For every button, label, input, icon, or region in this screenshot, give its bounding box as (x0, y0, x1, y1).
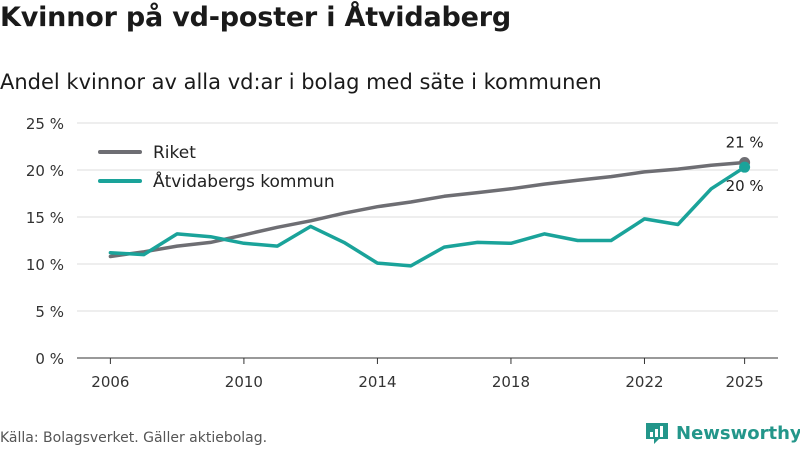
y-tick-label: 20 % (26, 162, 64, 180)
series-lines (108, 156, 751, 268)
series-end-point (739, 161, 751, 173)
y-tick-label: 15 % (26, 209, 64, 227)
legend: Riket Åtvidabergs kommun (98, 143, 335, 192)
chart-subtitle: Andel kvinnor av alla vd:ar i bolag med … (0, 70, 602, 94)
chart-title: Kvinnor på vd-poster i Åtvidaberg (0, 2, 511, 33)
newsworthy-logo-icon (646, 423, 668, 444)
gridlines (77, 122, 778, 359)
y-tick-label: 10 % (26, 256, 64, 274)
brand-name: Newsworthy (676, 422, 800, 444)
end-value-label: 20 % (726, 177, 764, 195)
y-tick-label: 25 % (26, 115, 64, 133)
x-tick-label: 2010 (225, 373, 263, 391)
x-tick-label: 2022 (625, 373, 663, 391)
series-line (108, 160, 747, 259)
x-tick-label: 2025 (726, 373, 764, 391)
axes: 0 % 5 % 10 % 15 % 20 % 25 % 2006 2010 2014 2018 20… (26, 115, 764, 391)
y-tick-label: 0 % (35, 350, 64, 368)
end-value-label: 21 % (726, 133, 764, 151)
x-tick-label: 2014 (358, 373, 396, 391)
x-tick-label: 2006 (91, 373, 129, 391)
legend-label: Åtvidabergs kommun (153, 170, 335, 192)
source-note: Källa: Bolagsverket. Gäller aktiebolag. (0, 430, 268, 446)
x-tick-label: 2018 (492, 373, 530, 391)
end-labels: 21 % 20 % (726, 133, 764, 195)
series-line (108, 165, 747, 268)
y-tick-label: 5 % (35, 303, 64, 321)
legend-label: Riket (153, 143, 196, 163)
newsworthy-logo: Newsworthy (644, 420, 800, 446)
